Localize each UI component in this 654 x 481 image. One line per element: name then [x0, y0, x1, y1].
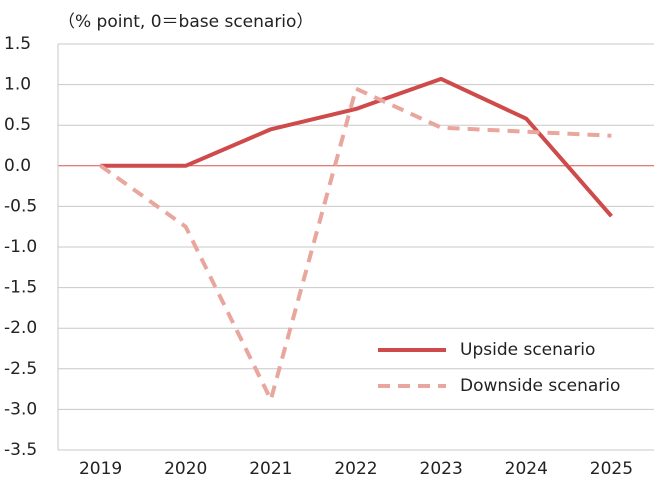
x-tick-label: 2020	[164, 459, 207, 479]
y-tick-label: -1.0	[4, 237, 37, 257]
line-series	[100, 76, 613, 218]
x-tick-label: 2024	[505, 459, 548, 479]
x-tick-label: 2023	[420, 459, 463, 479]
y-tick-label: -2.5	[4, 359, 37, 379]
y-tick-label: 0.0	[4, 156, 31, 176]
x-tick-label: 2021	[249, 459, 292, 479]
y-tick-label: -3.0	[4, 399, 37, 419]
legend-label: Upside scenario	[460, 340, 595, 360]
y-tick-label: -2.0	[4, 318, 37, 338]
x-tick-label: 2019	[79, 459, 122, 479]
annotation: （% point, 0＝base scenario）	[58, 12, 313, 32]
line-series	[99, 86, 612, 402]
y-tick-label: -0.5	[4, 196, 37, 216]
y-tick-label: 0.5	[4, 115, 31, 135]
legend-label: Downside scenario	[460, 376, 620, 396]
x-tick-label: 2025	[590, 459, 633, 479]
x-tick-label: 2022	[334, 459, 377, 479]
y-tick-label: -3.5	[4, 440, 37, 460]
y-tick-label: -1.5	[4, 278, 37, 298]
y-tick-label: 1.0	[4, 75, 31, 95]
y-tick-label: 1.5	[4, 34, 31, 54]
